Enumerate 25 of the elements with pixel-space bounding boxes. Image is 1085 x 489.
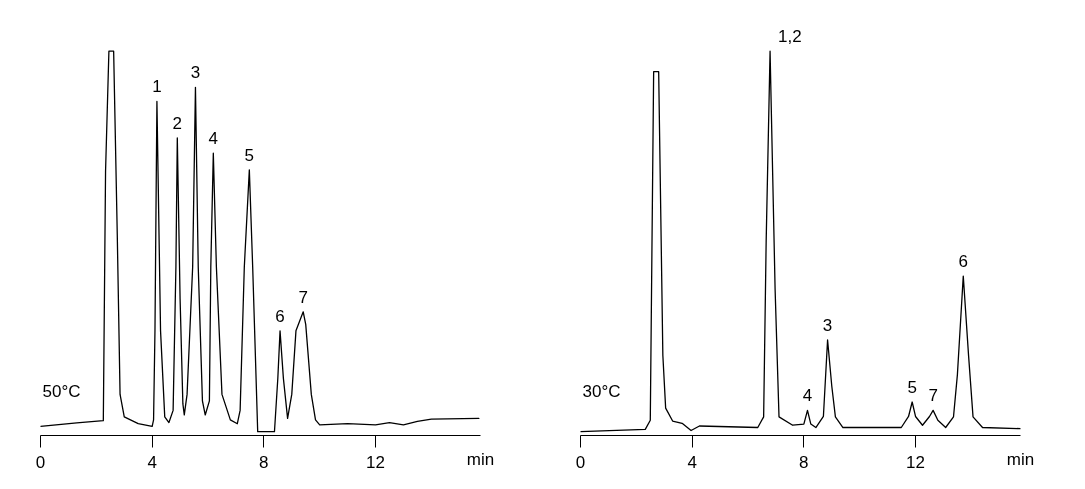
annotation: 5: [244, 145, 255, 165]
x-tick-label: 4: [147, 452, 157, 472]
annotation: 2: [172, 113, 183, 133]
x-axis-title: min: [1006, 449, 1035, 469]
x-tick-label: 8: [259, 452, 269, 472]
x-tick-label: 12: [366, 452, 385, 472]
annotation: 3: [822, 315, 833, 335]
annotation: 50°C: [42, 382, 81, 402]
annotation: 6: [958, 252, 969, 272]
annotation: 5: [907, 378, 917, 398]
annotation: 30°C: [582, 382, 621, 402]
annotation: 1: [152, 77, 162, 97]
annotation: 7: [298, 287, 308, 307]
x-tick-label: 12: [906, 452, 925, 472]
x-tick-label: 0: [35, 452, 46, 472]
x-tick-label: 0: [575, 452, 586, 472]
x-axis-title: min: [466, 449, 495, 469]
annotation: 4: [208, 129, 219, 149]
annotation: 4: [802, 386, 813, 406]
x-tick-label: 4: [687, 452, 697, 472]
annotation: 3: [190, 63, 201, 83]
x-tick-label: 8: [799, 452, 809, 472]
annotation: 1,2: [778, 27, 802, 47]
annotation: 7: [928, 386, 938, 406]
annotation: 6: [275, 306, 285, 326]
